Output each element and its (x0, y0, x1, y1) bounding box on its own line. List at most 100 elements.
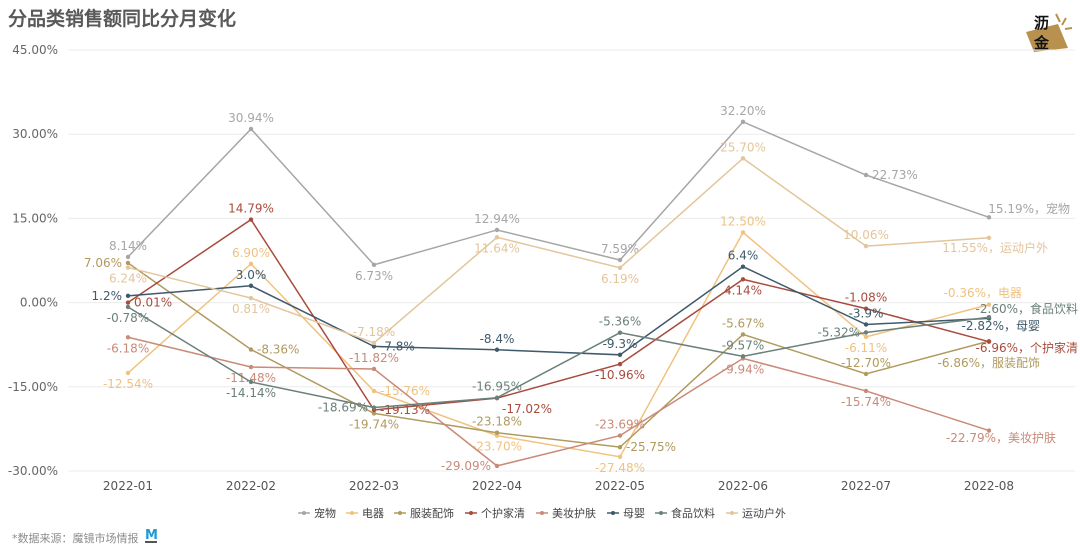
data-label: -23.18% (472, 415, 522, 429)
data-label: -8.4% (480, 332, 515, 346)
series-line-食品饮料 (127, 306, 990, 409)
data-point (248, 217, 254, 222)
data-label: -3.9% (849, 306, 884, 320)
legend-label: 电器 (362, 507, 384, 520)
end-label: 11.55%，运动户外 (942, 240, 1048, 255)
data-point (494, 235, 500, 240)
data-label: 25.70% (720, 140, 766, 154)
data-point (617, 433, 623, 438)
y-tick-label: 30.00% (12, 127, 58, 141)
data-point (617, 361, 623, 367)
data-label: -19.74% (349, 417, 399, 431)
data-point (617, 265, 623, 271)
data-point (863, 322, 869, 327)
data-label: 14.79% (228, 202, 274, 216)
series-line-电器 (127, 231, 990, 458)
data-label: -9.3% (603, 337, 638, 351)
svg-text:沥: 沥 (1034, 14, 1049, 32)
data-point (494, 463, 500, 469)
source-logo: M (145, 528, 158, 543)
data-point (863, 306, 869, 311)
data-point (740, 277, 746, 282)
data-point (494, 347, 500, 352)
x-tick-label: 2022-07 (841, 479, 891, 493)
data-point (494, 395, 500, 400)
data-label: -9.57% (722, 338, 764, 352)
data-label: 22.73% (872, 168, 918, 182)
data-label: -10.96% (595, 368, 645, 382)
data-label: 30.94% (228, 111, 274, 125)
data-label: 1.2% (92, 289, 123, 303)
data-point (863, 330, 869, 335)
x-tick-label: 2022-04 (472, 479, 522, 493)
y-tick-label: 0.00% (20, 296, 58, 310)
data-label: -18.69% (318, 401, 368, 415)
legend-label: 母婴 (623, 507, 645, 520)
data-point (986, 302, 992, 307)
data-label: 0.01% (134, 296, 172, 310)
data-label: 8.14% (109, 239, 147, 253)
data-label: -7.8% (380, 339, 415, 353)
series-line-美妆护肤 (127, 336, 990, 467)
data-point (863, 388, 869, 394)
series-line-服装配饰 (127, 262, 990, 448)
data-label: -8.36% (257, 343, 299, 357)
data-point (617, 330, 623, 335)
data-point (617, 257, 623, 263)
data-label: -29.09% (441, 459, 491, 473)
data-source: *数据来源：魔镜市场情报 (12, 532, 139, 545)
data-label: 7.06% (84, 256, 122, 270)
data-point (371, 388, 377, 394)
data-point (125, 370, 131, 376)
data-label: -9.94% (722, 362, 764, 376)
legend-marker (398, 511, 402, 515)
legend-marker (730, 511, 734, 515)
data-label: 0.81% (232, 302, 270, 316)
data-label: 6.4% (728, 249, 759, 263)
data-label: -7.18% (353, 325, 395, 339)
data-point (125, 300, 131, 305)
svg-text:M: M (145, 528, 158, 543)
data-point (371, 411, 377, 416)
series-line-个护家清 (127, 218, 990, 411)
data-label: 7.59% (601, 242, 639, 256)
y-tick-label: 45.00% (12, 43, 58, 57)
data-point (371, 344, 377, 349)
legend-marker (611, 511, 615, 515)
legend-marker (350, 511, 354, 515)
x-tick-label: 2022-08 (964, 479, 1014, 493)
y-tick-label: 15.00% (12, 211, 58, 225)
data-label: 12.94% (474, 212, 520, 226)
data-label: -6.18% (107, 341, 149, 355)
data-point (494, 227, 500, 233)
end-label: -22.79%，美妆护肤 (946, 430, 1056, 445)
data-label: -6.11% (845, 341, 887, 355)
data-point (740, 156, 746, 161)
data-label: 3.0% (236, 268, 267, 282)
data-label: -27.48% (595, 461, 645, 475)
data-point (494, 430, 500, 435)
data-point (248, 261, 254, 267)
data-label: 10.06% (843, 228, 889, 242)
data-label: -5.36% (599, 315, 641, 329)
data-label: -14.14% (226, 386, 276, 400)
data-point (986, 428, 992, 433)
data-label: -0.78% (107, 311, 149, 325)
data-point (740, 230, 746, 235)
data-label: -11.82% (349, 351, 399, 365)
data-label: -16.95% (472, 380, 522, 394)
x-tick-label: 2022-06 (718, 479, 768, 493)
data-point (248, 364, 254, 370)
end-label: -2.82%，母婴 (962, 319, 1040, 333)
data-label: -12.54% (103, 377, 153, 391)
series-line-运动户外 (127, 157, 990, 344)
data-label: 12.50% (720, 214, 766, 228)
data-point (863, 334, 869, 340)
data-label: 6.19% (601, 272, 639, 286)
data-point (740, 332, 746, 337)
data-point (125, 335, 131, 340)
legend-label: 个护家清 (481, 506, 525, 520)
data-label: -1.08% (845, 291, 887, 305)
y-tick-label: -15.00% (8, 380, 58, 394)
data-label: -15.76% (380, 384, 430, 398)
